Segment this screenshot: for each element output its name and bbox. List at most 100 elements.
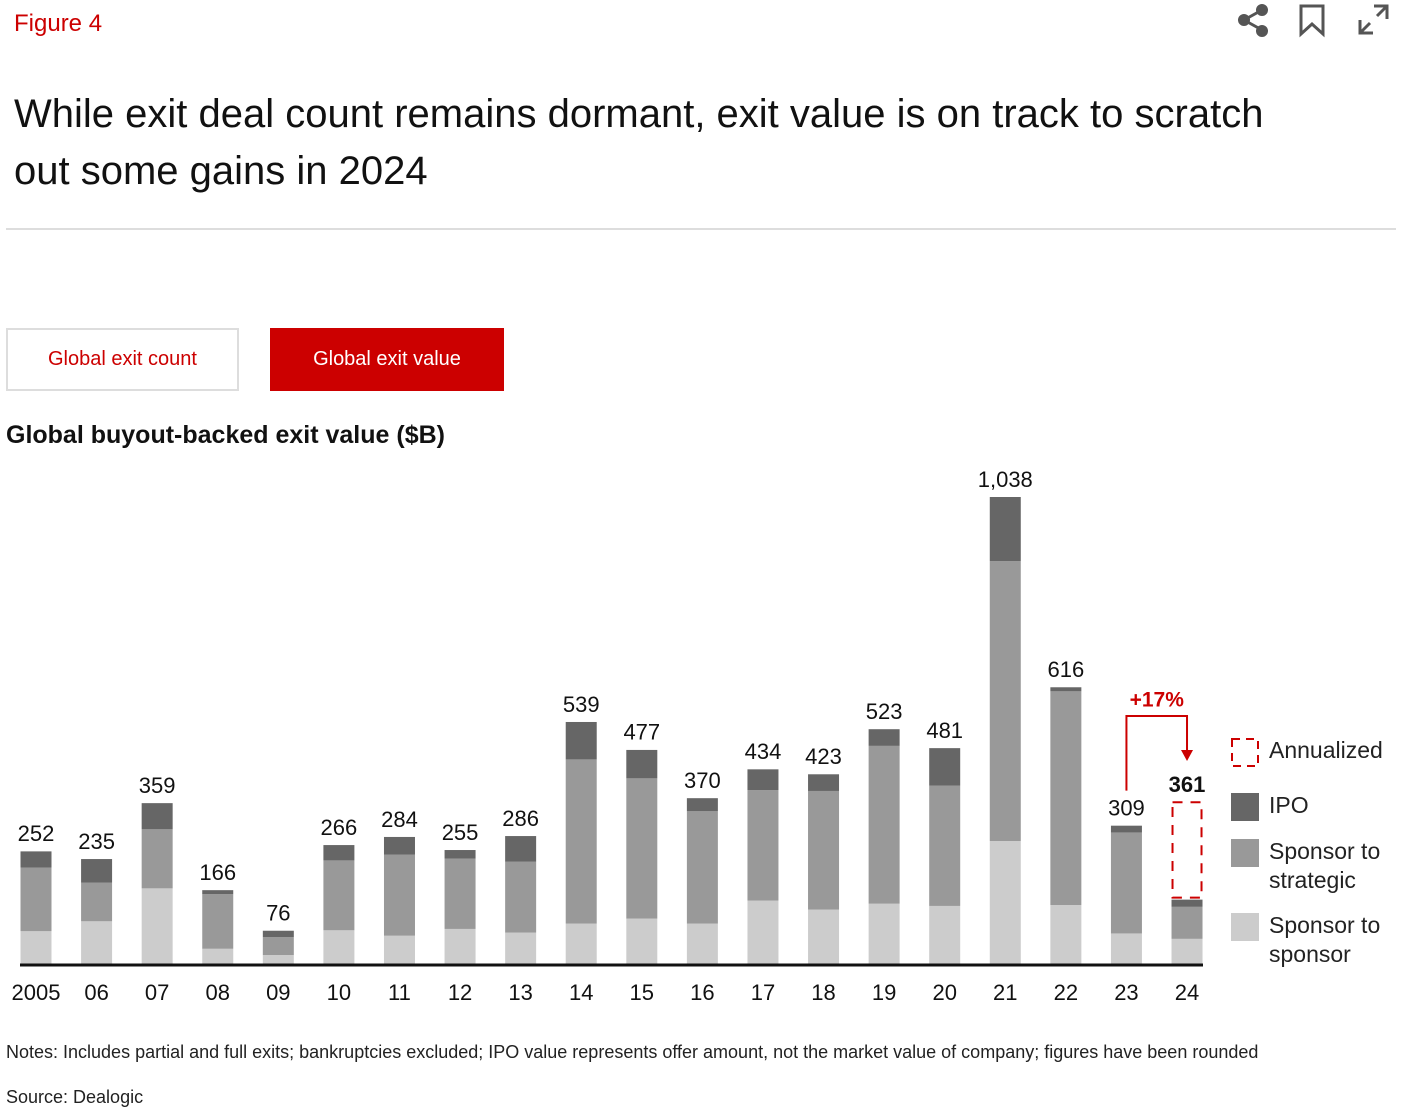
bar-segment — [808, 909, 840, 965]
tab-button[interactable]: Global exit count — [6, 328, 239, 391]
total-label: 252 — [18, 821, 55, 846]
x-tick-label: 08 — [205, 980, 229, 1005]
legend-label: Annualized — [1269, 737, 1383, 763]
x-tick-label: 06 — [84, 980, 108, 1005]
x-tick-label: 14 — [569, 980, 593, 1005]
total-label: 166 — [199, 860, 236, 885]
source: Source: Dealogic — [6, 1087, 144, 1107]
total-label: 76 — [266, 901, 290, 926]
x-tick-label: 21 — [993, 980, 1017, 1005]
x-tick-label: 11 — [388, 980, 411, 1005]
x-tick-label: 22 — [1054, 980, 1078, 1005]
bar-segment — [1050, 687, 1082, 692]
x-tick-label: 24 — [1175, 980, 1199, 1005]
total-label: 434 — [745, 739, 782, 764]
bar-segment — [383, 935, 415, 965]
bar-segment — [323, 930, 355, 965]
legend-swatch — [1231, 793, 1259, 821]
total-label: 523 — [866, 699, 903, 724]
bar-segment — [444, 850, 476, 859]
bar-segment — [989, 561, 1021, 842]
x-tick-label: 19 — [872, 980, 896, 1005]
bar-segment — [262, 937, 294, 956]
total-label: 255 — [442, 820, 479, 845]
total-label: 616 — [1048, 657, 1085, 682]
bar-segment — [565, 721, 597, 760]
x-tick-label: 15 — [630, 980, 654, 1005]
bar-segment — [808, 790, 840, 910]
bar-segment — [262, 955, 294, 965]
bar-segment — [747, 900, 779, 965]
bar-segment — [323, 860, 355, 931]
bar-segment — [262, 930, 294, 938]
bar-segment — [81, 882, 113, 922]
bar-segment — [686, 798, 718, 812]
total-label: 477 — [623, 720, 660, 745]
total-label: 235 — [78, 829, 115, 854]
total-label: 1,038 — [978, 467, 1033, 492]
total-label: 361 — [1169, 772, 1206, 797]
bar-segment — [81, 921, 113, 965]
bar-segment — [626, 749, 658, 779]
tab-button[interactable]: Global exit value — [270, 328, 504, 391]
bar-segment — [383, 836, 415, 855]
annotation-arrow — [1125, 715, 1189, 791]
page-title: While exit deal count remains dormant, e… — [14, 92, 1264, 193]
expand-icon[interactable] — [1358, 4, 1389, 35]
x-tick-label: 13 — [508, 980, 532, 1005]
bar-segment — [868, 745, 900, 904]
divider — [6, 228, 1396, 230]
x-tick-label: 09 — [266, 980, 290, 1005]
annotation: +17% — [1130, 689, 1185, 712]
bar-segment — [686, 811, 718, 924]
bar-segment — [1110, 832, 1142, 934]
bar-segment — [20, 931, 52, 965]
legend-swatch — [1231, 913, 1259, 941]
x-tick-label: 10 — [327, 980, 351, 1005]
bar-segment — [1110, 825, 1142, 833]
total-label: 359 — [139, 773, 176, 798]
x-tick-label: 12 — [448, 980, 472, 1005]
bar-segment — [565, 759, 597, 924]
total-label: 309 — [1108, 795, 1145, 820]
bar-segment — [808, 774, 840, 791]
x-tick-label: 16 — [690, 980, 714, 1005]
bar-segment — [505, 932, 537, 965]
legend-swatch — [1231, 839, 1259, 867]
total-label: 423 — [805, 744, 842, 769]
total-label: 266 — [321, 815, 358, 840]
bar-segment — [323, 845, 355, 861]
legend-label: IPO — [1269, 792, 1309, 818]
bar-segment — [1171, 938, 1203, 965]
bar-segment — [686, 923, 718, 965]
bar-segment — [747, 769, 779, 791]
x-tick-label: 17 — [751, 980, 775, 1005]
total-label: 539 — [563, 692, 600, 717]
chart-title: Global buyout-backed exit value ($B) — [6, 421, 445, 449]
bar-segment — [989, 841, 1021, 965]
bar-segment — [505, 861, 537, 933]
x-tick-label: 23 — [1114, 980, 1138, 1005]
bar-segment — [20, 867, 52, 932]
share-icon[interactable] — [1238, 4, 1268, 37]
legend-label: Sponsor to strategic — [1269, 838, 1380, 893]
bar-segment — [141, 829, 173, 889]
total-label: 284 — [381, 807, 418, 832]
bar-segment — [444, 928, 476, 965]
x-tick-label: 20 — [932, 980, 956, 1005]
bar-segment — [868, 903, 900, 965]
bar-segment — [202, 890, 234, 895]
total-label: 481 — [926, 718, 963, 743]
total-label: 286 — [502, 806, 539, 831]
bar-segment — [81, 859, 113, 883]
bar-segment — [444, 858, 476, 929]
bar-segment — [141, 888, 173, 965]
bookmark-icon[interactable] — [1299, 4, 1325, 38]
figure-label: Figure 4 — [14, 10, 103, 37]
notes: Notes: Includes partial and full exits; … — [6, 1042, 1259, 1062]
bar-segment — [747, 790, 779, 901]
x-tick-label: 2005 — [12, 980, 61, 1005]
bar-segment — [989, 497, 1021, 562]
bar-segment — [565, 923, 597, 965]
